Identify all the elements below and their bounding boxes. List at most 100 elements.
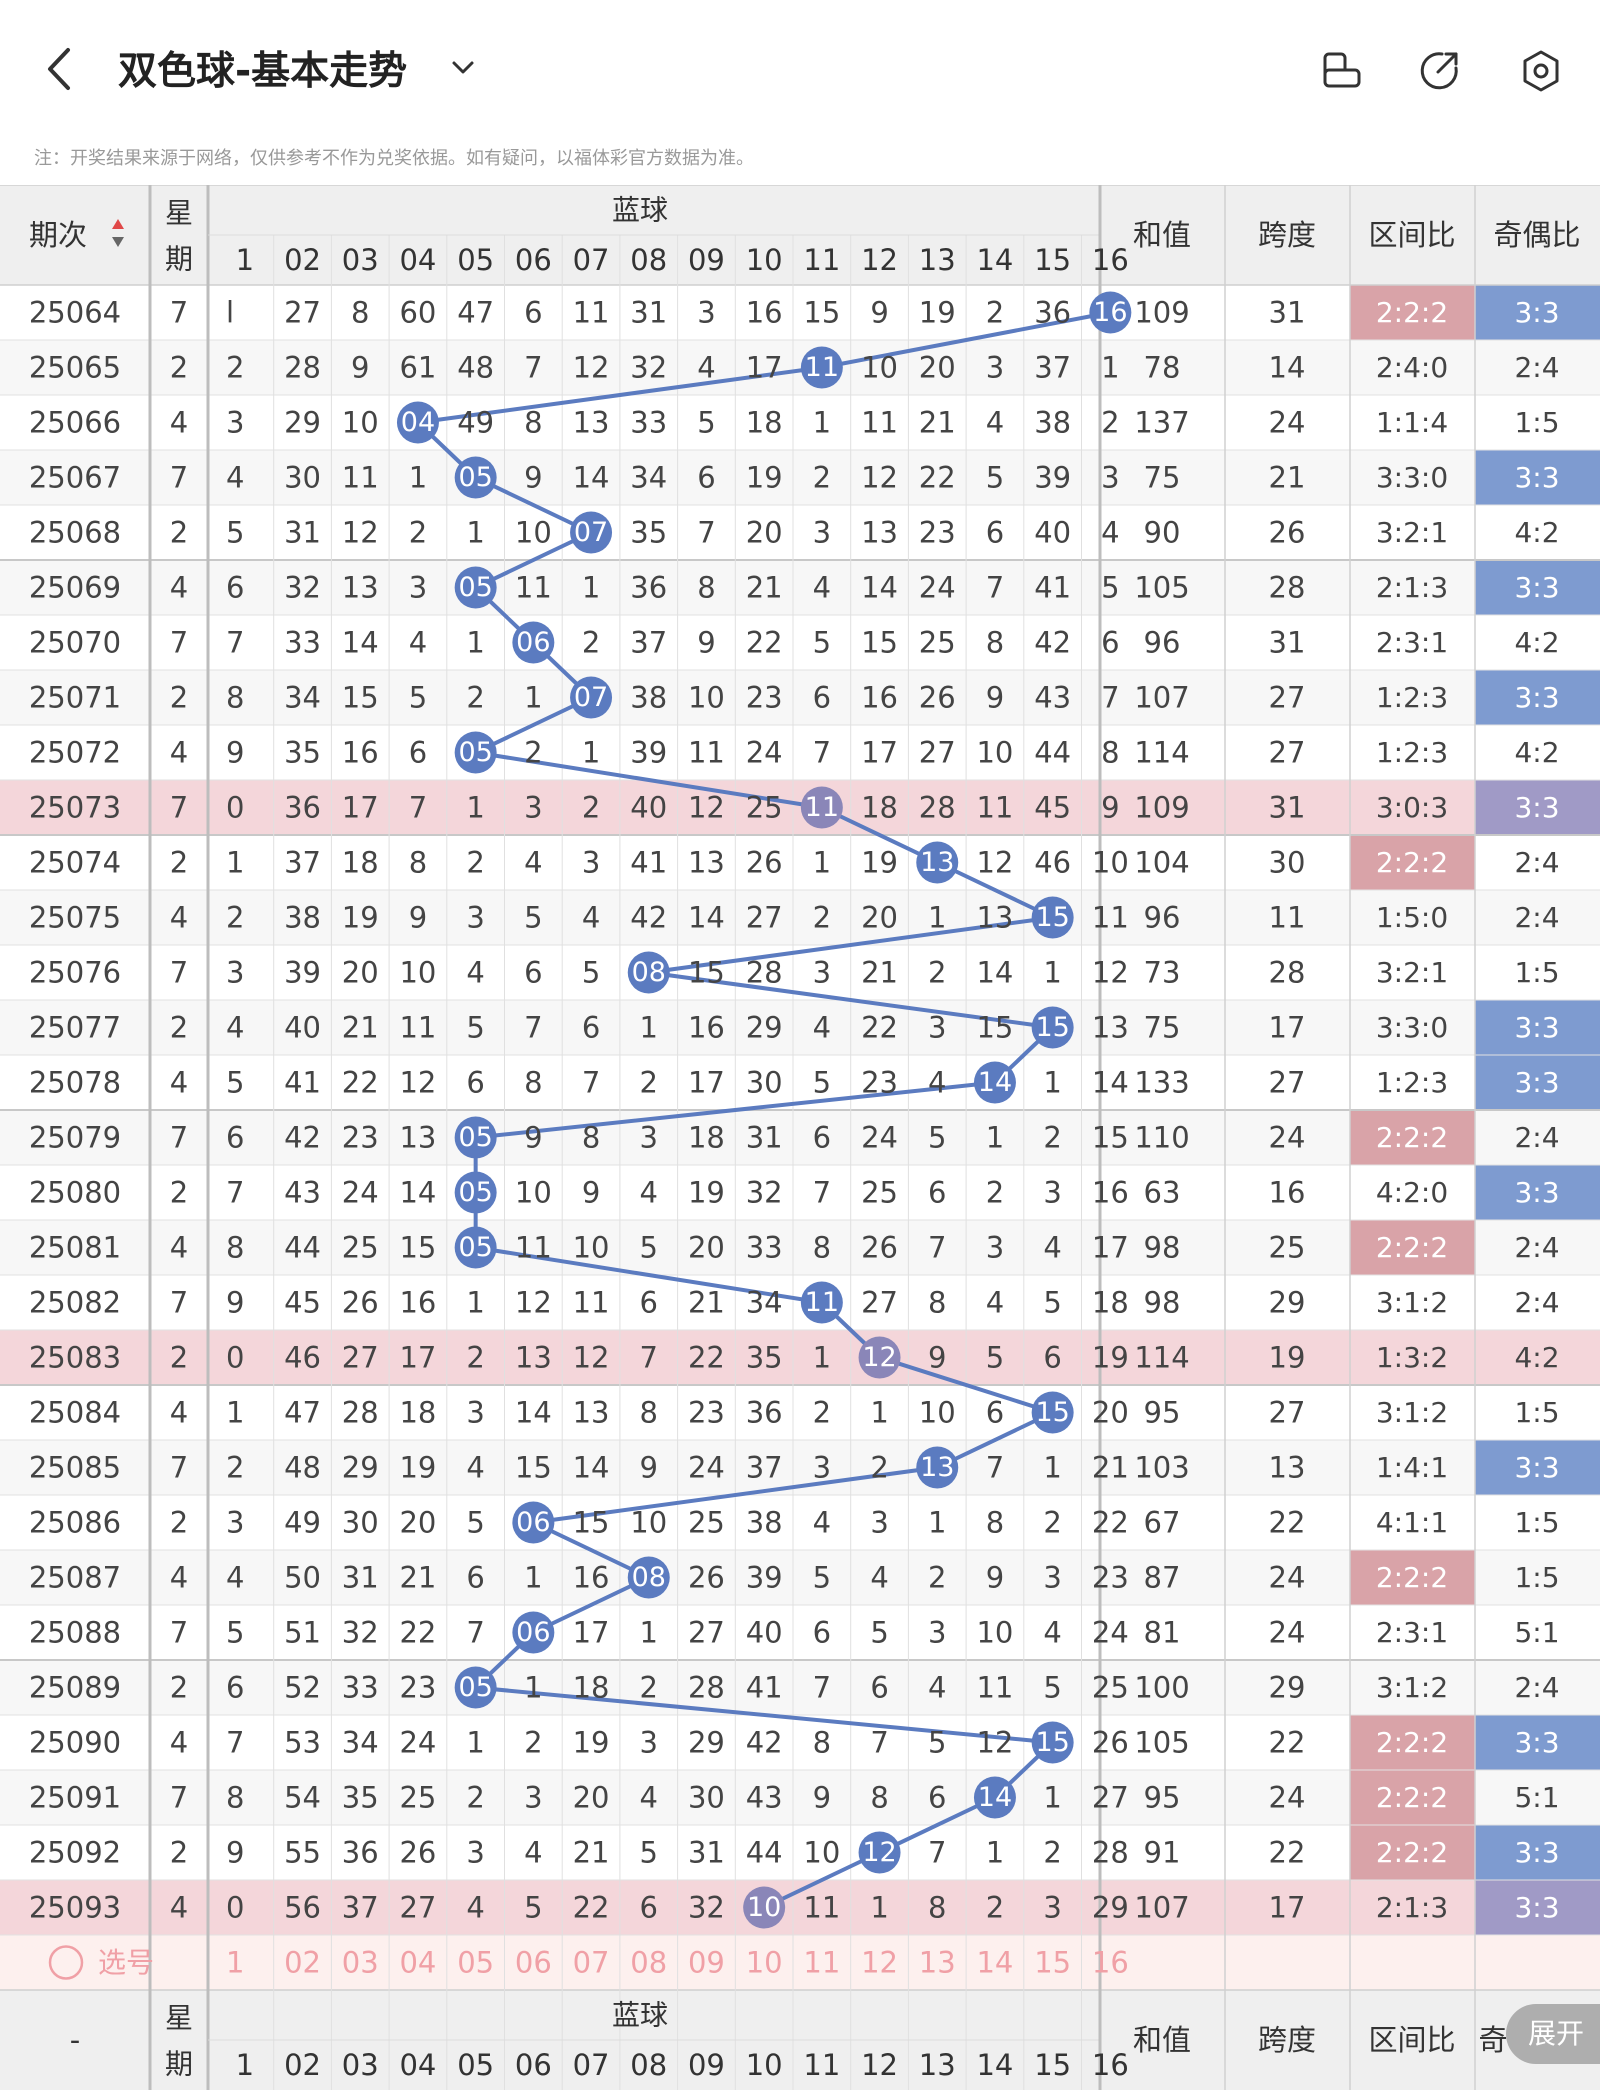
expand-button[interactable]: 展开 [1506, 2004, 1600, 2064]
blue-ball-hit[interactable] [512, 621, 555, 664]
miss-count-cell: 35 [630, 516, 667, 550]
odd-even-cell: 1:5 [1514, 1396, 1559, 1429]
blue-ball-hit[interactable] [800, 346, 843, 389]
miss-count-cell: 14 [861, 571, 898, 605]
blue-ball-hit[interactable] [454, 566, 497, 609]
blue-ball-hit[interactable] [973, 1061, 1016, 1104]
blue-ball-hit[interactable] [627, 1556, 670, 1599]
blue-ball-hit[interactable] [916, 841, 959, 884]
miss-count-cell: 20 [573, 1781, 610, 1815]
select-number[interactable]: 12 [861, 1946, 898, 1980]
select-number[interactable]: 1 [226, 1946, 244, 1980]
select-number[interactable]: 14 [976, 1946, 1013, 1980]
blue-ball-number: 13 [920, 1452, 954, 1483]
share-icon[interactable] [1416, 48, 1462, 94]
week-cell: 7 [170, 791, 188, 825]
blue-ball-hit[interactable] [570, 511, 613, 554]
miss-count-cell: 39 [630, 736, 667, 770]
select-number[interactable]: 15 [1034, 1946, 1071, 1980]
select-number[interactable]: 06 [515, 1946, 552, 1980]
miss-count-cell: 1 [813, 406, 831, 440]
blue-ball-hit[interactable] [570, 676, 613, 719]
settings-icon[interactable] [1518, 48, 1564, 94]
select-number[interactable]: 09 [688, 1946, 725, 1980]
blue-ball-hit[interactable] [1031, 1006, 1074, 1049]
miss-count-cell: 23 [746, 681, 783, 715]
miss-count-cell: 1 [582, 736, 600, 770]
blue-ball-hit[interactable] [858, 1831, 901, 1874]
odd-even-cell: 2:4 [1514, 1671, 1559, 1704]
blue-ball-hit[interactable] [454, 1666, 497, 1709]
blue-ball-hit[interactable] [1031, 896, 1074, 939]
miss-count-cell: 8 [928, 1286, 946, 1320]
oddeven-highlight [1475, 1000, 1600, 1055]
select-number[interactable]: 07 [573, 1946, 610, 1980]
miss-count-cell: 16 [399, 1286, 436, 1320]
oddeven-highlight [1475, 1880, 1600, 1935]
select-number[interactable]: 10 [746, 1946, 783, 1980]
miss-count-cell: 7 [640, 1341, 658, 1375]
miss-count-cell: 4 [466, 956, 484, 990]
blue-ball-hit[interactable] [454, 1226, 497, 1269]
blue-ball-hit[interactable] [858, 1336, 901, 1379]
select-number[interactable]: 08 [630, 1946, 667, 1980]
header-blue-number: 11 [803, 243, 840, 277]
select-number[interactable]: 02 [284, 1946, 321, 1980]
row-bg [0, 670, 1600, 725]
select-number[interactable]: 16 [1092, 1946, 1129, 1980]
miss-count-cell: 19 [573, 1726, 610, 1760]
blue-ball-hit[interactable] [512, 1611, 555, 1654]
miss-count-cell: 28 [342, 1396, 379, 1430]
select-number[interactable]: 05 [457, 1946, 494, 1980]
miss-count-cell: 43 [284, 1176, 321, 1210]
header-sum: 和值 [1133, 218, 1191, 252]
miss-count-cell: 4 [524, 1836, 542, 1870]
header-blue-number: 10 [746, 2048, 783, 2082]
miss-count-cell: 11 [573, 296, 610, 330]
select-number[interactable]: 03 [342, 1946, 379, 1980]
blue-ball-hit[interactable] [800, 786, 843, 829]
select-label[interactable]: 选号 [98, 1946, 154, 1979]
miss-count-cell: 2 [1101, 406, 1119, 440]
rotate-screen-icon[interactable] [1320, 48, 1366, 94]
sort-down-icon[interactable] [112, 237, 124, 247]
back-arrow-icon[interactable] [40, 44, 80, 94]
miss-count-cell: 4 [640, 1176, 658, 1210]
sort-up-icon[interactable] [112, 219, 124, 229]
oddeven-highlight [1475, 560, 1600, 615]
blue-ball-hit[interactable] [1031, 1391, 1074, 1434]
miss-count-cell: 1 [986, 1836, 1004, 1870]
blue-ball-number: 12 [862, 1342, 896, 1373]
miss-count-cell: 4 [226, 1011, 244, 1045]
blue-ball-hit[interactable] [454, 456, 497, 499]
blue-ball-hit[interactable] [396, 401, 439, 444]
blue-ball-hit[interactable] [916, 1446, 959, 1489]
oddeven-highlight [1475, 285, 1600, 340]
select-number[interactable]: 11 [803, 1946, 840, 1980]
blue-ball-hit[interactable] [627, 951, 670, 994]
blue-ball-hit[interactable] [454, 731, 497, 774]
blue-ball-hit[interactable] [1089, 291, 1132, 334]
chevron-down-icon[interactable] [448, 52, 478, 82]
miss-count-cell: 11 [976, 791, 1013, 825]
blue-ball-hit[interactable] [1031, 1721, 1074, 1764]
sum-cell: 110 [1134, 1121, 1189, 1155]
blue-ball-hit[interactable] [743, 1886, 786, 1929]
select-number[interactable]: 04 [399, 1946, 436, 1980]
row-bg [0, 1330, 1600, 1385]
blue-ball-hit[interactable] [800, 1281, 843, 1324]
sum-cell: 75 [1144, 1011, 1181, 1045]
select-radio-icon[interactable] [48, 1945, 84, 1980]
row-bg [0, 560, 1600, 615]
miss-count-cell: 3 [582, 846, 600, 880]
blue-ball-hit[interactable] [454, 1171, 497, 1214]
row-bg [0, 1550, 1600, 1605]
zone-ratio-cell: 2:2:2 [1376, 1781, 1448, 1814]
blue-ball-hit[interactable] [973, 1776, 1016, 1819]
period-cell: 25072 [29, 736, 121, 770]
blue-ball-hit[interactable] [512, 1501, 555, 1544]
select-number[interactable]: 13 [919, 1946, 956, 1980]
miss-count-cell: 5 [1043, 1286, 1061, 1320]
blue-ball-hit[interactable] [454, 1116, 497, 1159]
miss-count-cell: 3 [466, 1836, 484, 1870]
